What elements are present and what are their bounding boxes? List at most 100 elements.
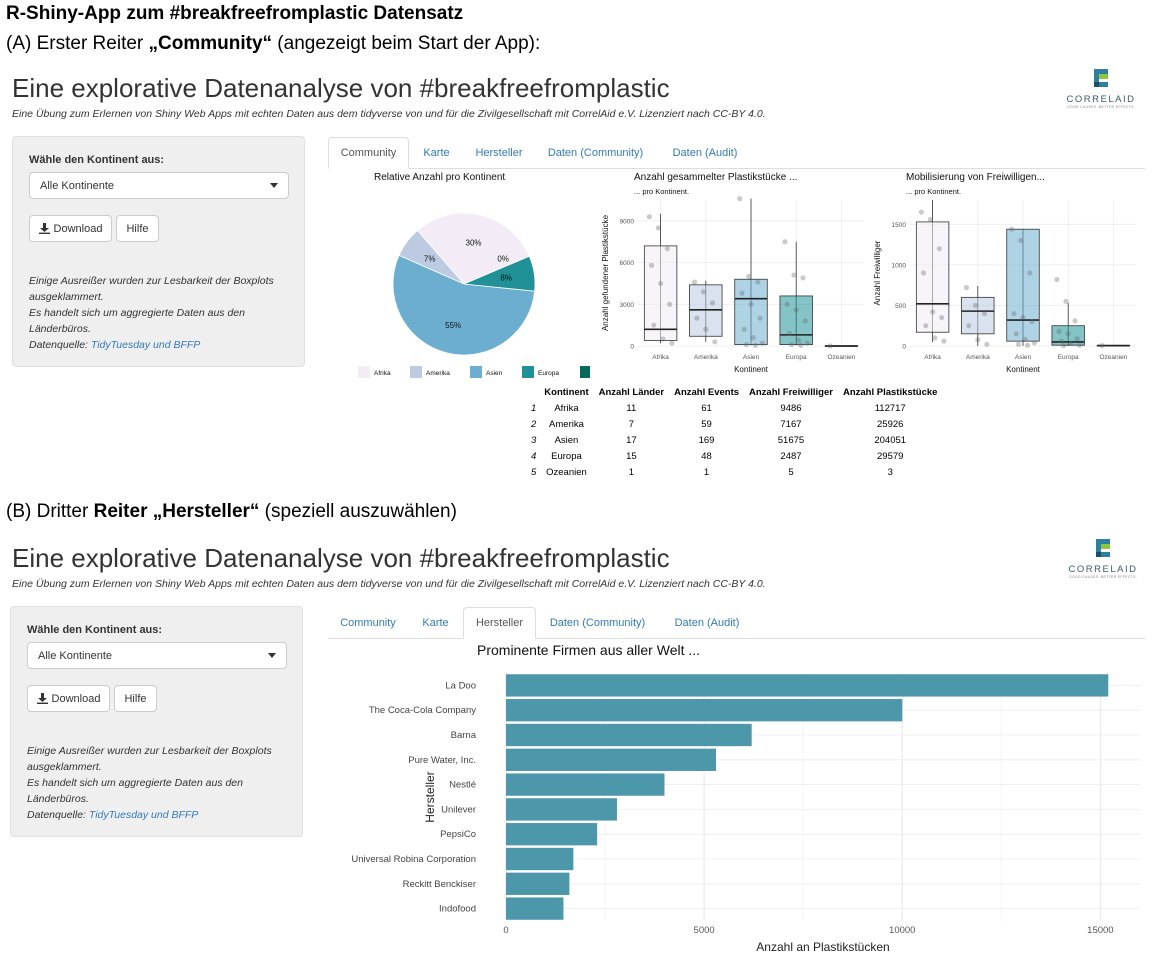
- x-tick-label: Amerika: [966, 354, 990, 361]
- app-subtitle-b: Eine Übung zum Erlernen von Shiny Web Ap…: [12, 578, 766, 590]
- data-point: [664, 246, 670, 252]
- data-point: [930, 309, 936, 315]
- x-axis-label: Anzahl an Plastikstücken: [756, 940, 889, 954]
- data-point: [1076, 342, 1083, 348]
- legend-swatch: [358, 366, 370, 378]
- pie-label: 8%: [500, 274, 512, 283]
- data-point: [743, 342, 750, 348]
- cell-kontinent: Asien: [554, 434, 579, 446]
- help-label: Hilfe: [126, 222, 149, 235]
- x-tick-label: Europa: [1058, 354, 1079, 361]
- data-point: [655, 225, 661, 231]
- correlaid-logo-mark: [1096, 539, 1110, 557]
- tab-karte[interactable]: Karte: [422, 616, 449, 629]
- source-link[interactable]: TidyTuesday und BFFP: [90, 339, 201, 351]
- tab-daten-audit[interactable]: Daten (Audit): [674, 616, 740, 629]
- continent-select[interactable]: Alle Kontinente: [27, 642, 287, 669]
- cell-kontinent: Afrika: [554, 402, 579, 414]
- y-tick-label: Unilever: [441, 804, 476, 815]
- continent-label: Wähle den Kontinent aus:: [29, 154, 165, 166]
- y-tick-label: 0: [630, 344, 634, 351]
- cell-index: 1: [531, 402, 537, 414]
- source-prefix: Datenquelle:: [27, 809, 89, 821]
- correlaid-logo-b: CORRELAID GOOD CAUSES. BETTER EFFECTS.: [1068, 537, 1138, 579]
- logo-wordmark: CORRELAID: [1068, 564, 1138, 575]
- note-aggregated: Es handelt sich um aggregierte Daten aus…: [29, 307, 245, 335]
- continent-select[interactable]: Alle Kontinente: [29, 172, 289, 199]
- data-point: [972, 302, 979, 309]
- app-title: Eine explorative Datenanalyse von #break…: [12, 73, 670, 103]
- y-tick-label: 9000: [620, 218, 635, 225]
- tab-hersteller[interactable]: Hersteller: [475, 146, 523, 159]
- tab-community[interactable]: Community: [328, 137, 409, 169]
- tab-community[interactable]: Community: [340, 616, 396, 629]
- sidebar-panel-b: Wähle den Kontinent aus: Alle Kontinente…: [10, 606, 303, 837]
- chevron-down-icon: [268, 653, 276, 658]
- help-button[interactable]: Hilfe: [114, 685, 157, 712]
- y-tick-label: Indofood: [439, 904, 476, 915]
- header-laender: Anzahl Länder: [598, 386, 665, 398]
- hersteller-title: Prominente Firmen aus aller Welt ...: [477, 642, 701, 658]
- boxplot-plastic: 0 3000 6000 9000 Afrika Amerika Asien Europa Oze…: [601, 196, 864, 374]
- bar: [506, 847, 574, 871]
- data-point: [737, 196, 743, 202]
- data-point: [789, 342, 795, 348]
- data-point: [786, 330, 793, 337]
- cell-plastik: 204051: [874, 434, 907, 446]
- data-point: [800, 275, 806, 281]
- legend-label: Afrika: [374, 370, 391, 377]
- y-tick-label: 1500: [892, 222, 907, 229]
- pie-label: 30%: [466, 238, 482, 247]
- bar: [506, 674, 1109, 697]
- bar: [506, 773, 665, 796]
- tab-hersteller[interactable]: Hersteller: [463, 607, 536, 639]
- cell-freiwillige: 5: [788, 466, 794, 478]
- tab-daten-community[interactable]: Daten (Community): [547, 146, 644, 159]
- cell-laender: 1: [628, 466, 634, 478]
- bar: [506, 723, 752, 747]
- hersteller-bar-chart: 0 5000 10000 15000 La Doo The Coca-Cola Compa…: [351, 673, 1140, 954]
- download-button[interactable]: Download: [29, 215, 112, 242]
- data-point: [795, 337, 802, 344]
- box1-subtitle: ... pro Kontinent.: [634, 187, 690, 196]
- tab-karte[interactable]: Karte: [423, 146, 450, 159]
- y-axis-label: Hersteller: [423, 771, 437, 822]
- data-point: [1067, 340, 1074, 347]
- cell-laender: 7: [628, 418, 634, 430]
- data-point: [691, 279, 698, 285]
- note-outliers: Einige Ausreißer wurden zur Lesbarkeit d…: [29, 275, 274, 303]
- y-tick-label: 6000: [620, 260, 635, 267]
- help-button[interactable]: Hilfe: [116, 215, 159, 242]
- cell-plastik: 25926: [877, 418, 904, 430]
- table-row: 4 Europa 15 48 2487 29579: [526, 448, 942, 464]
- pie-label: 0%: [497, 255, 509, 264]
- data-point: [918, 209, 924, 215]
- box-asien: [734, 278, 768, 346]
- box-europa: [779, 295, 813, 346]
- tab-daten-audit[interactable]: Daten (Audit): [672, 146, 738, 159]
- select-value: Alle Kontinente: [38, 649, 112, 662]
- download-button[interactable]: Download: [27, 685, 110, 712]
- boxplot-volunteers: 0 500 1000 1500 Afrika Amerika Asien Europa Ozea…: [873, 200, 1136, 374]
- data-point: [750, 335, 756, 341]
- y-axis-label: Anzahl gefundener Plastikstücke: [601, 214, 610, 331]
- source-prefix: Datenquelle:: [29, 339, 91, 351]
- pie-slice-afrika: [416, 212, 530, 285]
- cell-kontinent: Europa: [551, 450, 582, 462]
- logo-tagline: GOOD CAUSES. BETTER EFFECTS.: [1066, 105, 1136, 109]
- x-tick-label: Asien: [1015, 354, 1032, 361]
- legend-swatch: [410, 366, 422, 378]
- source-link[interactable]: TidyTuesday und BFFP: [88, 809, 199, 821]
- app-title-b: Eine explorative Datenanalyse von #break…: [12, 543, 670, 573]
- data-point: [1027, 270, 1033, 276]
- logo-wordmark: CORRELAID: [1066, 94, 1136, 105]
- data-point: [782, 239, 788, 245]
- y-tick-label: 500: [895, 303, 906, 310]
- x-tick-label: Asien: [743, 354, 760, 361]
- tab-daten-community[interactable]: Daten (Community): [549, 616, 646, 629]
- table-row: 1 Afrika 11 61 9486 112717: [526, 400, 942, 416]
- bar: [506, 699, 903, 722]
- y-tick-label: Reckitt Benckiser: [403, 879, 476, 890]
- app-subtitle: Eine Übung zum Erlernen von Shiny Web Ap…: [12, 108, 766, 120]
- y-tick-label: 3000: [620, 302, 635, 309]
